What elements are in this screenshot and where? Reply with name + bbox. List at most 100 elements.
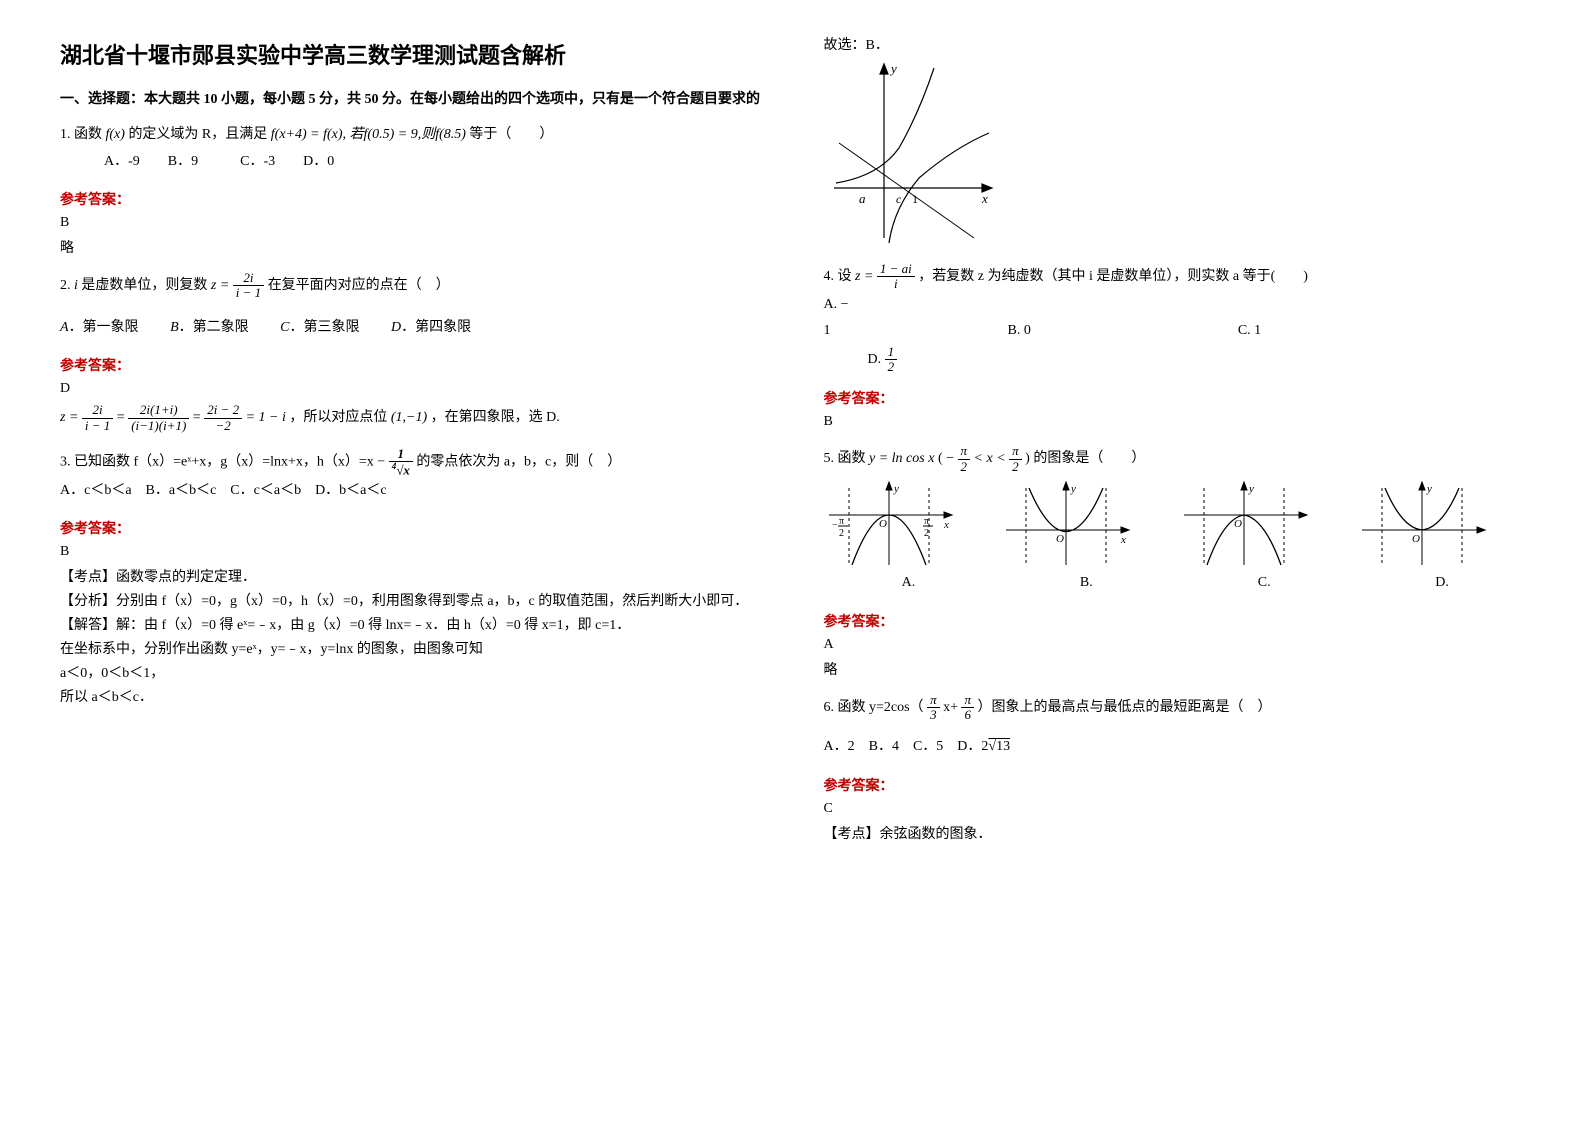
twor: 2	[1009, 460, 1022, 474]
answer-label: 参考答案：	[60, 189, 764, 209]
q2-expl-tail: ，所以对应点位	[289, 410, 387, 425]
svg-text:−: −	[832, 520, 838, 531]
by: y	[1070, 483, 1076, 495]
q1-stem-a: 1. 函数	[60, 127, 102, 142]
q1-eq: f(x+4) = f(x),	[271, 127, 346, 142]
q4-answer: B	[824, 414, 1528, 430]
q5-dom-mid: < x <	[974, 451, 1006, 466]
svg-text:O: O	[1234, 518, 1242, 530]
q1-answer: B	[60, 215, 764, 231]
q6ad: 3	[927, 708, 940, 722]
q2-z-frac: 2i i − 1	[233, 271, 264, 301]
q2-optD: ．第四象限	[401, 320, 471, 335]
answer-label: 参考答案：	[824, 775, 1528, 795]
q2-z-num: 2i	[233, 271, 264, 286]
q3-jd2: 在坐标系中，分别作出函数 y=eˣ，y=﹣x，y=lnx 的图象，由图象可知	[60, 638, 764, 658]
q3-jd4: 所以 a＜b＜c．	[60, 686, 764, 706]
q6bd: 6	[961, 708, 974, 722]
q6bn: π	[961, 693, 974, 708]
q5-func: y = ln cos x	[869, 451, 934, 466]
q3-answer: B	[60, 544, 764, 560]
question-3: 3. 已知函数 f（x）=eˣ+x，g（x）=lnx+x，h（x）=x − 1 …	[60, 447, 764, 505]
graph-a: a	[859, 191, 866, 206]
q5-answer: A	[824, 637, 1528, 653]
answer-label: 参考答案：	[824, 611, 1528, 631]
q5-choice-a: y x − π 2 π 2 O A.	[824, 480, 994, 597]
question-6: 6. 函数 y=2cos（ π3 x+ π6 ）图象上的最高点与最低点的最短距离…	[824, 693, 1528, 761]
q4-optC: C. 1	[1238, 323, 1261, 338]
q1-options: A．-9 B．9 C．-3 D．0	[104, 149, 764, 176]
q4-optA2: 1	[824, 323, 831, 338]
q5-stem-a: 5. 函数	[824, 451, 866, 466]
question-4: 4. 设 z = 1 − ai i ，若复数 z 为纯虚数（其中 i 是虚数单位…	[824, 262, 1528, 374]
f2d: (i−1)(i+1)	[128, 419, 189, 433]
ay: y	[893, 483, 899, 495]
q1-stem-c: 若f(0.5) = 9,则f(8.5)	[350, 127, 466, 142]
q4-z-frac: 1 − ai i	[877, 262, 915, 292]
q4-optA: A. −	[824, 297, 849, 312]
q6-fb: π6	[961, 693, 974, 723]
fx-label: 【分析】	[60, 594, 116, 609]
q5-ld: D.	[1357, 570, 1527, 597]
q4-stem-a: 4. 设	[824, 269, 852, 284]
f3n: 2i − 2	[204, 403, 242, 418]
q1-explain: 略	[60, 237, 764, 257]
q6-sqrt: 13	[996, 739, 1010, 754]
f2n: 2i(1+i)	[128, 403, 189, 418]
svg-text:O: O	[879, 518, 887, 530]
jd-label: 【解答】	[60, 618, 116, 633]
q4-stem-b: ，若复数 z 为纯虚数（其中 i 是虚数单位），则实数 a 等于( )	[918, 269, 1308, 284]
answer-label: 参考答案：	[60, 518, 764, 538]
q4-optD-frac: 1 2	[885, 345, 898, 375]
apr: π	[924, 516, 929, 527]
q3-kd: 【考点】函数零点的判定定理．	[60, 566, 764, 586]
f1n: 2i	[82, 403, 113, 418]
q2-pt: (1,−1)	[391, 410, 427, 425]
q4-zlhs: z =	[855, 269, 873, 284]
q5-la: A.	[824, 570, 994, 597]
q2-work-rhs: = 1 − i	[246, 410, 286, 425]
cy: y	[1248, 483, 1254, 495]
q5-lb: B.	[1001, 570, 1171, 597]
q2-work-f3: 2i − 2−2	[204, 403, 242, 433]
q6-stem-b: ）图象上的最高点与最低点的最短距离是（ ）	[978, 700, 1272, 715]
q6-fa: π3	[927, 693, 940, 723]
q1-fx: f(x)	[106, 127, 125, 142]
q3-root-rad: x	[403, 463, 410, 478]
twol: 2	[958, 460, 971, 474]
q2-stem-b: 是虚数单位，则复数	[81, 278, 207, 293]
q6-options: A．2 B．4 C．5 D．2√13	[824, 734, 1528, 761]
q3-root-idx: 4	[392, 461, 397, 471]
q6-opts-pre: A．2 B．4 C．5 D．2	[824, 739, 989, 754]
q2-optB: ．第二象限	[179, 320, 249, 335]
q5-dom-rf: π2	[1009, 444, 1022, 474]
q2-expl-end: ，在第四象限，选 D.	[431, 410, 560, 425]
q3-fx: 【分析】分别由 f（x）=0，g（x）=0，h（x）=0，利用图象得到零点 a，…	[60, 590, 764, 610]
graph-y: y	[889, 61, 897, 76]
q5-dom-lf: π2	[958, 444, 971, 474]
q2-work-lhs: z =	[60, 410, 78, 425]
left-column: 湖北省十堰市郧县实验中学高三数学理测试题含解析 一、选择题：本大题共 10 小题…	[60, 30, 764, 847]
q2-optC: ．第三象限	[289, 320, 359, 335]
q6-kd-label: 【考点】	[824, 827, 880, 842]
jd-text: 解：由 f（x）=0 得 eˣ=﹣x，由 g（x）=0 得 lnx=﹣x．由 h…	[116, 618, 630, 633]
graph-x: x	[981, 191, 988, 206]
answer-label: 参考答案：	[60, 355, 764, 375]
kd-text: 函数零点的判定定理．	[116, 570, 256, 585]
question-2: 2. i 是虚数单位，则复数 z = 2i i − 1 在复平面内对应的点在（ …	[60, 271, 764, 341]
q3-stem-b: 的零点依次为 a，b，c，则（ ）	[416, 455, 621, 470]
q3-root: 1 4√x	[389, 447, 413, 478]
q6-mid: x+	[943, 700, 958, 715]
fx-text: 分别由 f（x）=0，g（x）=0，h（x）=0，利用图象得到零点 a，b，c …	[116, 594, 748, 609]
q5-choice-b: y x O B.	[1001, 480, 1171, 597]
q5-expl: 略	[824, 659, 1528, 679]
pil: π	[958, 444, 971, 459]
q2-optA: ．第一象限	[69, 320, 139, 335]
q4-opts-line: 1 B. 0 C. 1	[824, 318, 1528, 345]
q2-stem-a: 2.	[60, 278, 71, 293]
q2-answer: D	[60, 381, 764, 397]
q2-z-den: i − 1	[233, 286, 264, 300]
q2-B: B	[170, 320, 179, 335]
q2-work-f1: 2ii − 1	[82, 403, 113, 433]
kd-label: 【考点】	[60, 570, 116, 585]
